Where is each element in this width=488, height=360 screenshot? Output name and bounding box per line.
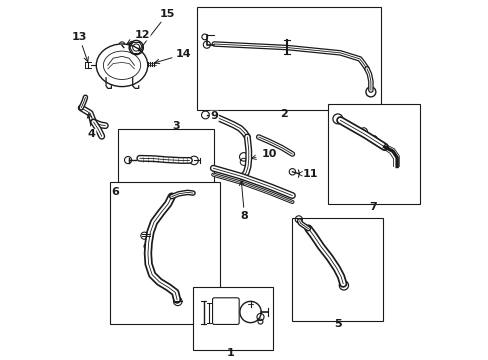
Bar [196,7,380,110]
Ellipse shape [103,51,141,80]
Text: 6: 6 [111,187,119,197]
Text: 9: 9 [209,111,218,121]
Text: 10: 10 [251,149,276,159]
Text: 5: 5 [333,319,341,329]
Bar [109,183,219,324]
Text: 7: 7 [368,202,376,212]
Ellipse shape [96,44,147,87]
Bar [327,104,419,204]
Text: 15: 15 [138,9,174,51]
Text: 14: 14 [155,49,190,64]
Bar [118,129,214,189]
Text: 3: 3 [172,121,180,131]
Text: 12: 12 [127,30,150,44]
Text: 13: 13 [72,32,88,62]
FancyBboxPatch shape [212,298,239,324]
Text: 2: 2 [280,109,287,119]
Bar [193,287,272,350]
Text: 1: 1 [226,348,234,358]
Text: 8: 8 [239,181,248,221]
Text: 4: 4 [87,113,96,139]
Bar [292,218,382,321]
Text: 11: 11 [297,169,318,179]
